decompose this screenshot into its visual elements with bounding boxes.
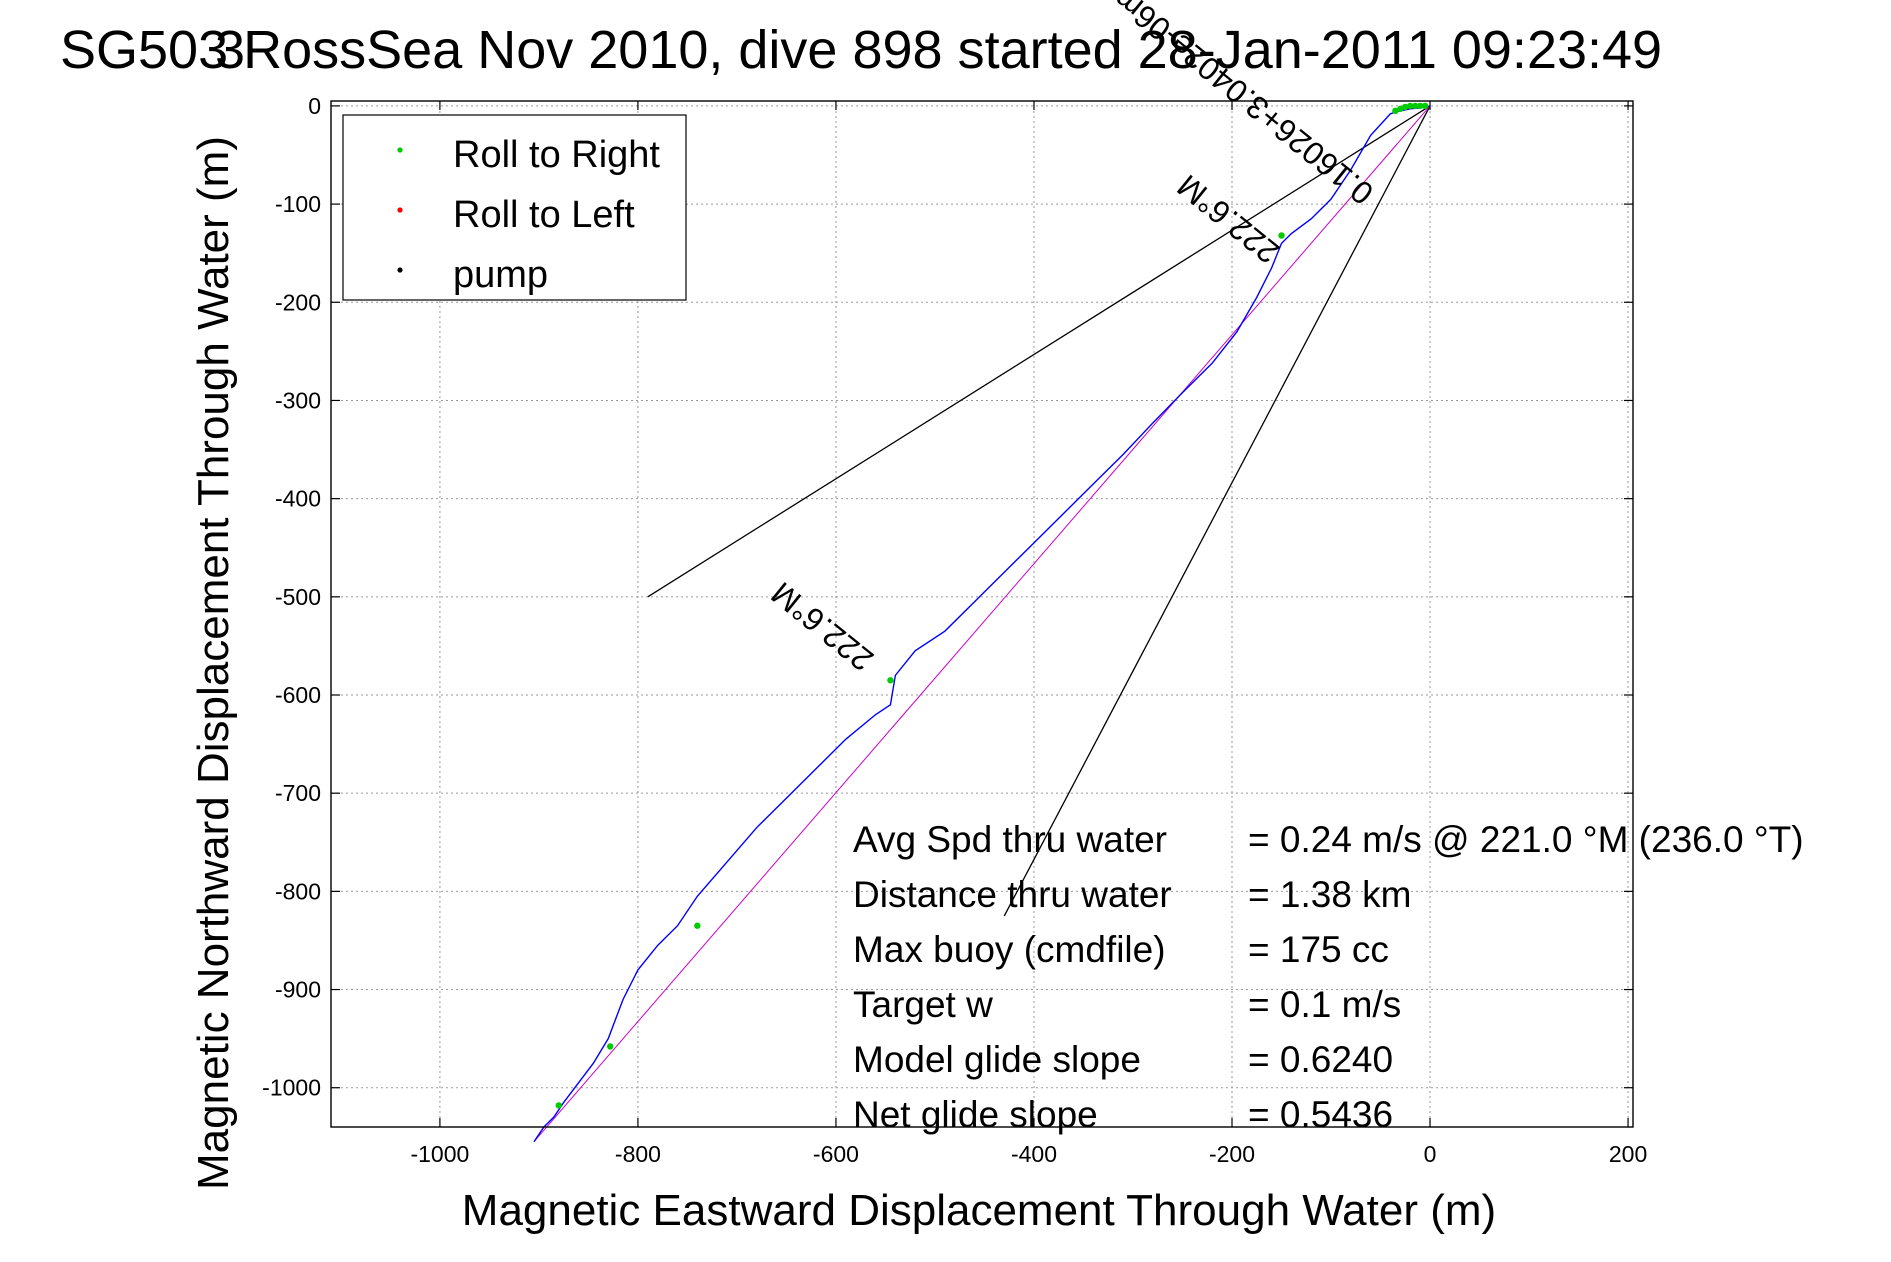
x-tick-label: 0 <box>1424 1141 1437 1167</box>
y-tick-label: 0 <box>308 93 321 119</box>
roll-right-point <box>1407 102 1414 110</box>
roll-right-point <box>1397 105 1404 113</box>
stats-label: Distance thru water <box>853 874 1172 915</box>
track-line <box>533 105 1431 1143</box>
net-displacement-line <box>533 105 1431 1143</box>
chart-title: SG503 RossSea Nov 2010, dive 898 started… <box>60 20 1662 80</box>
stats-label: Max buoy (cmdfile) <box>853 929 1166 970</box>
grid <box>331 101 1633 1127</box>
legend-marker <box>397 267 403 273</box>
x-tick-label: -600 <box>813 1141 859 1167</box>
roll-right-point <box>887 677 894 684</box>
x-tick-label: -1000 <box>410 1141 469 1167</box>
plot-area-border <box>330 100 1634 1128</box>
current-fan-line <box>647 105 1431 598</box>
roll-right-point <box>1392 107 1399 115</box>
roll-right-point <box>1421 102 1429 110</box>
chart-title-overlap-glyph: 3 <box>215 20 245 80</box>
y-tick-label: -700 <box>275 780 321 806</box>
y-tick-label: -200 <box>275 289 321 315</box>
y-tick-label: -100 <box>275 191 321 217</box>
net-line <box>533 105 1431 1143</box>
y-tick-label: -600 <box>275 682 321 708</box>
y-tick-label: -300 <box>275 387 321 413</box>
current-fan-lines <box>647 105 1431 917</box>
legend-label: pump <box>453 254 548 296</box>
roll-right-point <box>1411 102 1419 110</box>
stats-value: = 1.38 km <box>1248 874 1412 915</box>
stats-value: = 175 cc <box>1248 929 1389 970</box>
y-axis-ticks: 0 -100 -200 -300 -400 -500 -600 -700 -800 -900 -10… <box>262 93 1633 1101</box>
stats-value: = 0.5436 <box>1248 1094 1393 1135</box>
stats-label: Net glide slope <box>853 1094 1098 1135</box>
y-tick-label: -500 <box>275 584 321 610</box>
y-axis-label: Magnetic Northward Displacement Through … <box>189 136 238 1190</box>
x-axis-label: Magnetic Eastward Displacement Through W… <box>462 1186 1496 1235</box>
y-tick-label: -900 <box>275 977 321 1003</box>
y-tick-label: -400 <box>275 486 321 512</box>
roll-right-point <box>1402 103 1409 111</box>
y-tick-label: -1000 <box>262 1075 321 1101</box>
current-fan-line <box>1003 105 1431 917</box>
legend: Roll to Right Roll to Left pump <box>342 114 687 301</box>
x-tick-label: -400 <box>1011 1141 1057 1167</box>
roll-right-point <box>1278 232 1285 239</box>
stats-value: = 0.24 m/s @ 221.0 °M (236.0 °T) <box>1248 819 1804 860</box>
legend-label: Roll to Right <box>453 134 660 176</box>
stats-block: Avg Spd thru water = 0.24 m/s @ 221.0 °M … <box>853 819 1804 1135</box>
stats-label: Avg Spd thru water <box>853 819 1167 860</box>
legend-marker <box>397 207 403 213</box>
roll-markers <box>555 102 1429 1109</box>
stats-value: = 0.6240 <box>1248 1039 1393 1080</box>
stats-value: = 0.1 m/s <box>1248 984 1401 1025</box>
legend-marker <box>397 147 403 153</box>
legend-label: Roll to Left <box>453 194 635 236</box>
x-tick-label: -200 <box>1209 1141 1255 1167</box>
stats-label: Target w <box>853 984 993 1025</box>
roll-right-point <box>607 1043 614 1050</box>
roll-right-point <box>1416 102 1424 110</box>
y-tick-label: -800 <box>275 878 321 904</box>
roll-right-point <box>694 922 701 929</box>
glider-track <box>533 105 1431 1143</box>
x-tick-label: -800 <box>615 1141 661 1167</box>
x-tick-label: 200 <box>1609 1141 1647 1167</box>
roll-right-point <box>555 1102 562 1109</box>
stats-label: Model glide slope <box>853 1039 1141 1080</box>
